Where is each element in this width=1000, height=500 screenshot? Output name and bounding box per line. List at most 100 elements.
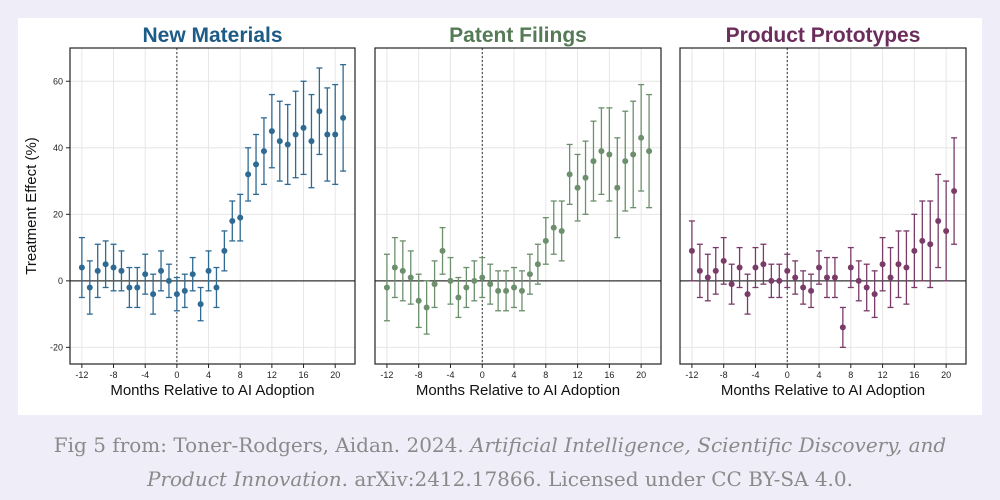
x-tick-label: -12	[380, 370, 393, 380]
x-tick-label: 4	[206, 370, 211, 380]
data-point	[558, 200, 565, 262]
point-marker	[855, 277, 862, 284]
data-point	[638, 83, 645, 192]
data-point	[213, 266, 220, 309]
point-marker	[776, 277, 783, 284]
point-marker	[630, 151, 637, 158]
x-tick-label: -8	[720, 370, 728, 380]
data-point	[831, 256, 838, 299]
panel-title: New Materials	[142, 24, 282, 47]
point-marker	[332, 131, 339, 138]
data-point	[479, 256, 486, 299]
data-point	[760, 243, 767, 285]
x-axis-label: Months Relative to AI Adoption	[416, 382, 620, 399]
data-point	[792, 260, 799, 295]
data-point	[316, 67, 323, 156]
data-point	[776, 263, 783, 299]
data-point	[542, 216, 549, 265]
data-point	[229, 200, 236, 242]
point-marker	[566, 171, 573, 178]
x-tick-label: 16	[909, 370, 919, 380]
point-marker	[911, 247, 918, 254]
point-marker	[495, 287, 502, 294]
data-point	[526, 253, 533, 295]
point-marker	[300, 124, 307, 131]
data-point	[165, 263, 172, 299]
data-point	[487, 263, 494, 305]
data-point	[268, 93, 275, 169]
data-point	[784, 253, 791, 289]
data-point	[590, 120, 597, 202]
point-marker	[606, 151, 613, 158]
data-point	[511, 266, 518, 309]
point-marker	[391, 264, 398, 271]
point-marker	[308, 138, 315, 145]
x-tick-label: -12	[685, 370, 698, 380]
data-point	[173, 276, 180, 312]
point-marker	[407, 274, 414, 281]
data-point	[86, 260, 93, 315]
point-marker	[150, 291, 157, 298]
data-point	[181, 273, 188, 309]
x-tick-label: 20	[941, 370, 951, 380]
data-point	[712, 246, 719, 295]
data-point	[284, 103, 291, 186]
x-tick-label: 0	[174, 370, 179, 380]
x-tick-label: 8	[848, 370, 853, 380]
point-marker	[943, 227, 950, 234]
data-point	[768, 263, 775, 299]
point-marker	[439, 247, 446, 254]
point-marker	[927, 241, 934, 248]
x-axis-label: Months Relative to AI Adoption	[110, 382, 314, 399]
x-tick-label: 12	[878, 370, 888, 380]
data-point	[197, 286, 204, 322]
data-point	[503, 270, 510, 312]
data-point	[383, 253, 390, 322]
point-marker	[399, 267, 406, 274]
point-marker	[895, 261, 902, 268]
data-point	[704, 253, 711, 302]
data-point	[534, 243, 541, 285]
data-point	[566, 143, 573, 205]
x-tick-label: -4	[446, 370, 454, 380]
point-marker	[534, 261, 541, 268]
point-marker	[463, 284, 470, 291]
point-marker	[118, 267, 125, 274]
point-marker	[94, 267, 101, 274]
point-marker	[768, 277, 775, 284]
point-marker	[245, 171, 252, 178]
data-point	[150, 273, 157, 315]
data-point	[518, 270, 525, 312]
data-point	[808, 273, 815, 309]
point-marker	[324, 131, 331, 138]
point-marker	[558, 227, 565, 234]
data-point	[582, 140, 589, 215]
data-point	[292, 90, 299, 179]
x-tick-label: 8	[543, 370, 548, 380]
data-point	[205, 250, 212, 292]
point-marker	[887, 274, 894, 281]
point-marker	[800, 284, 807, 291]
data-point	[308, 93, 315, 189]
point-marker	[935, 217, 942, 224]
data-point	[495, 270, 502, 312]
x-tick-label: 12	[573, 370, 583, 380]
data-point	[463, 266, 470, 309]
plot-frame	[679, 47, 967, 365]
point-marker	[292, 131, 299, 138]
point-marker	[276, 138, 283, 145]
x-tick-label: 12	[267, 370, 277, 380]
data-point	[110, 243, 117, 292]
caption-line-2: Product Innovation. arXiv:2412.17866. Li…	[0, 462, 1000, 496]
point-marker	[511, 284, 518, 291]
point-marker	[284, 141, 291, 148]
point-marker	[447, 277, 454, 284]
point-marker	[712, 267, 719, 274]
panel-1: New Materials -12 -8 -4 0 4 8 12 16 20 -20 0 20 40 60 M…	[23, 24, 356, 399]
data-point	[134, 266, 141, 309]
point-marker	[221, 247, 228, 254]
data-point	[816, 250, 823, 285]
data-point	[943, 180, 950, 282]
data-point	[126, 266, 133, 309]
data-point	[423, 280, 430, 335]
